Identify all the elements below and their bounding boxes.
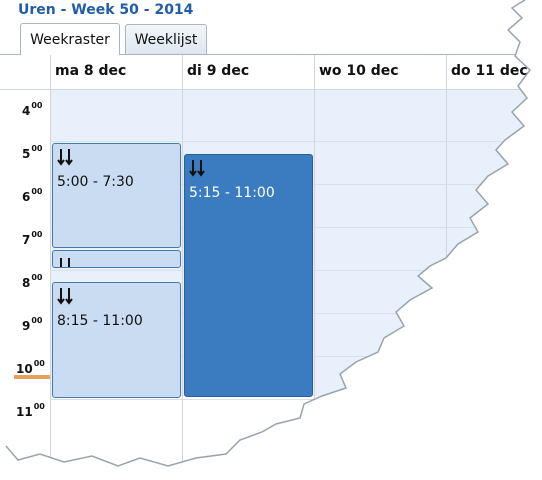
travel-icon [189, 160, 205, 177]
hour-label-5: 500 [22, 144, 43, 161]
event-block[interactable] [52, 250, 181, 268]
hour-line [50, 399, 542, 400]
day-header-di[interactable]: di 9 dec [182, 55, 314, 89]
hour-label-6: 600 [22, 187, 43, 204]
travel-icon [60, 258, 70, 267]
hour-label-9: 900 [22, 316, 43, 333]
day-header-ma[interactable]: ma 8 dec [50, 55, 182, 89]
travel-icon [57, 149, 73, 166]
current-time-marker [14, 375, 50, 379]
day-column-do[interactable] [446, 90, 542, 480]
working-hours-band [315, 90, 446, 396]
tab-weekraster[interactable]: Weekraster [20, 23, 120, 55]
hour-label-11: 1100 [16, 402, 45, 419]
day-header-wo[interactable]: wo 10 dec [314, 55, 446, 89]
tab-weeklijst[interactable]: Weeklijst [125, 24, 207, 54]
day-header-do[interactable]: do 11 dec [446, 55, 542, 89]
day-column-wo[interactable] [314, 90, 446, 480]
hour-line [50, 141, 542, 142]
week-calendar: ma 8 dec di 9 dec wo 10 dec do 11 dec 40… [0, 55, 542, 480]
event-time: 5:00 - 7:30 [57, 174, 134, 190]
event-block[interactable]: 8:15 - 11:00 [52, 282, 181, 398]
working-hours-band [447, 90, 542, 396]
hour-label-4: 400 [22, 101, 43, 118]
tab-weeklijst-label: Weeklijst [134, 31, 198, 48]
hour-label-10: 1000 [16, 359, 45, 376]
event-time: 8:15 - 11:00 [57, 313, 143, 329]
travel-icon [57, 288, 73, 305]
hour-label-8: 800 [22, 273, 43, 290]
hour-label-7: 700 [22, 230, 43, 247]
event-block-selected[interactable]: 5:15 - 11:00 [184, 154, 313, 397]
window-title: Uren - Week 50 - 2014 [18, 2, 194, 18]
tab-weekraster-label: Weekraster [30, 31, 110, 48]
event-block[interactable]: 5:00 - 7:30 [52, 143, 181, 248]
event-time: 5:15 - 11:00 [189, 185, 275, 201]
